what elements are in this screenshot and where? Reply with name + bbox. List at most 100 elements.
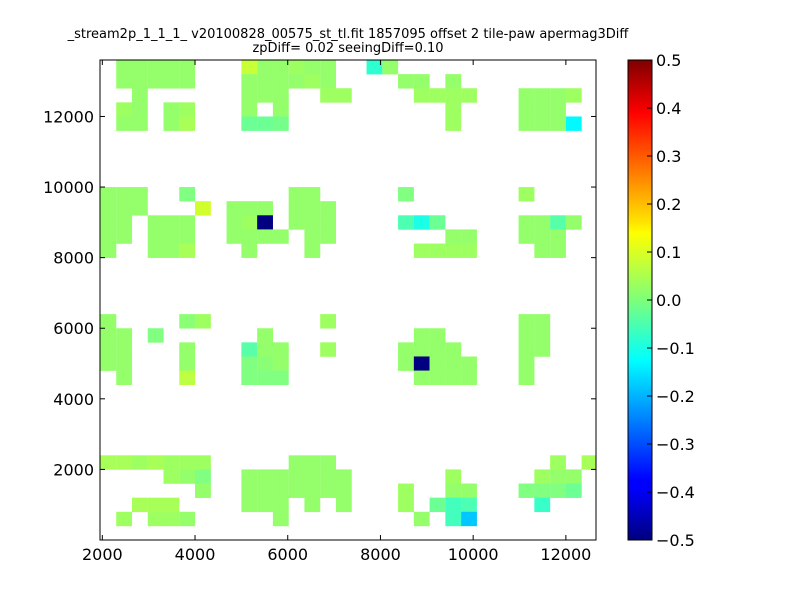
- heatmap-cell: [116, 116, 133, 131]
- heatmap-cell: [429, 88, 446, 103]
- x-axis: 2000 4000 6000 8000 10000 12000: [82, 60, 591, 564]
- heatmap-cell: [304, 497, 321, 513]
- heatmap-cell: [366, 60, 383, 75]
- heatmap-cell: [288, 187, 305, 202]
- heatmap-cell: [195, 314, 211, 329]
- colorbar-tick-label: −0.4: [656, 483, 695, 502]
- heatmap-cell: [445, 370, 462, 386]
- heatmap-cell: [163, 60, 180, 75]
- heatmap-cell: [179, 215, 196, 230]
- heatmap-cell: [565, 215, 582, 230]
- heatmap-cell: [518, 229, 535, 244]
- heatmap-cell: [272, 370, 289, 386]
- heatmap-cell: [534, 243, 551, 258]
- heatmap-cell: [429, 356, 446, 371]
- heatmap-cell: [445, 356, 462, 371]
- heatmap-cell: [241, 102, 258, 117]
- heatmap-cell: [304, 60, 321, 75]
- heatmap-cell: [445, 342, 462, 357]
- heatmap-cell: [534, 314, 551, 329]
- heatmap-cell: [461, 88, 477, 103]
- heatmap-cell: [429, 215, 446, 230]
- heatmap-cell: [257, 342, 273, 357]
- heatmap-cell: [272, 511, 289, 527]
- colorbar-tick-label: −0.3: [656, 435, 695, 454]
- heatmap-cell: [518, 88, 535, 103]
- heatmap-cell: [335, 469, 352, 484]
- heatmap-cell: [550, 215, 566, 230]
- heatmap-cell: [147, 60, 164, 75]
- x-tick-label: 12000: [540, 545, 591, 564]
- heatmap-cell: [550, 116, 566, 131]
- heatmap-cell: [163, 243, 180, 258]
- heatmap-cell: [335, 88, 352, 103]
- heatmap-cell: [304, 483, 321, 498]
- heatmap-cell: [241, 370, 258, 386]
- heatmap-cell: [241, 74, 258, 89]
- heatmap-cell: [320, 229, 337, 244]
- heatmap-cell: [461, 356, 477, 371]
- heatmap-cell: [518, 102, 535, 117]
- heatmap-cell: [550, 88, 566, 103]
- heatmap-cell: [179, 469, 196, 484]
- heatmap-cell: [565, 483, 582, 498]
- heatmap-cell: [226, 201, 243, 216]
- heatmap-cell: [581, 455, 596, 470]
- x-tick-label: 10000: [448, 545, 499, 564]
- heatmap-cell: [257, 74, 273, 89]
- heatmap-cell: [429, 243, 446, 258]
- colorbar-tick-label: 0.3: [656, 147, 681, 166]
- heatmap-cell: [100, 243, 117, 258]
- heatmap-cell: [534, 328, 551, 343]
- heatmap-cell: [163, 215, 180, 230]
- heatmap-cell: [445, 229, 462, 244]
- heatmap-cell: [304, 201, 321, 216]
- heatmap-cell: [518, 483, 535, 498]
- heatmap-cell: [272, 356, 289, 371]
- heatmap-cell: [257, 497, 273, 513]
- heatmap-cell: [304, 229, 321, 244]
- heatmap-cell: [445, 511, 462, 527]
- heatmap-cell: [131, 102, 148, 117]
- heatmap-cell: [550, 102, 566, 117]
- heatmap-cell: [131, 74, 148, 89]
- chart-subtitle: zpDiff= 0.02 seeingDiff=0.10: [252, 41, 443, 56]
- heatmap-cell: [518, 314, 535, 329]
- heatmap-cell: [398, 342, 414, 357]
- heatmap-cell: [550, 455, 566, 470]
- colorbar-tick-label: −0.1: [656, 339, 695, 358]
- heatmap-cell: [257, 328, 273, 343]
- heatmap-cell: [226, 215, 243, 230]
- heatmap-cell: [304, 74, 321, 89]
- heatmap-cell: [398, 356, 414, 371]
- heatmap-cell: [163, 74, 180, 89]
- heatmap-cell: [398, 483, 414, 498]
- y-tick-label: 8000: [53, 249, 94, 268]
- heatmap-cell: [179, 60, 196, 75]
- heatmap-cell: [179, 356, 196, 371]
- heatmap-cell: [241, 243, 258, 258]
- heatmap-cell: [288, 201, 305, 216]
- heatmap-cell: [288, 74, 305, 89]
- heatmap-cell: [100, 356, 117, 371]
- heatmap-cell: [272, 497, 289, 513]
- heatmap-cell: [100, 314, 117, 329]
- heatmap-cell: [226, 229, 243, 244]
- heatmap-cell: [534, 497, 551, 513]
- heatmap-cell: [163, 229, 180, 244]
- heatmap-cell: [116, 370, 133, 386]
- heatmap-cell: [100, 229, 117, 244]
- heatmap-cell: [335, 497, 352, 513]
- heatmap-cell: [241, 342, 258, 357]
- heatmap-cell: [131, 201, 148, 216]
- heatmap-cell: [131, 455, 148, 470]
- heatmap-cell: [550, 483, 566, 498]
- heatmap-cell: [116, 229, 133, 244]
- heatmap-cell: [195, 483, 211, 498]
- heatmap-cell: [195, 455, 211, 470]
- heatmap-cells: [100, 60, 596, 527]
- heatmap-cell: [518, 356, 535, 371]
- chart-title: _stream2p_1_1_1_ v20100828_00575_st_tl.f…: [67, 27, 630, 42]
- heatmap-cell: [257, 201, 273, 216]
- heatmap-cell: [518, 342, 535, 357]
